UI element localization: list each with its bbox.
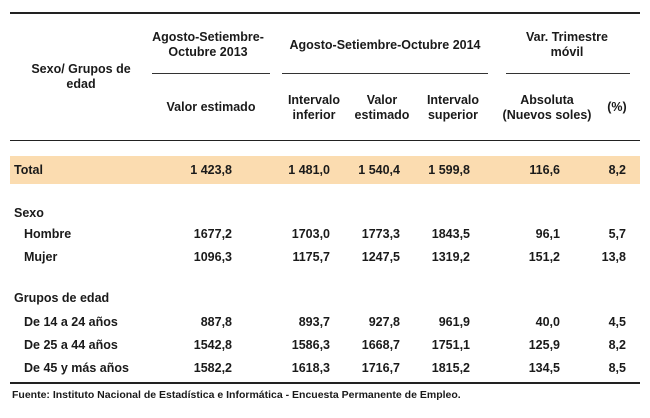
hombre-valor-2014: 1773,3 (361, 227, 400, 241)
row-label-25-44: De 25 a 44 años (24, 338, 118, 352)
hombre-absoluta: 96,1 (535, 227, 560, 241)
mujer-intervalo-inferior: 1175,7 (292, 250, 330, 264)
edad-25-44-pct: 8,2 (608, 338, 626, 352)
edad-45-mas-valor-2013: 1582,2 (193, 361, 232, 375)
col-header-valor-2014: Valor estimado (354, 93, 410, 122)
edad-25-44-absoluta: 125,9 (528, 338, 560, 352)
group-header-2013: Agosto-Setiembre-Octubre 2013 (152, 30, 264, 59)
edad-14-24-pct: 4,5 (608, 315, 626, 329)
edad-25-44-valor-2013: 1542,8 (193, 338, 232, 352)
total-absoluta: 116,6 (529, 163, 560, 177)
edad-25-44-intervalo-superior: 1751,1 (431, 338, 470, 352)
edad-14-24-valor-2013: 887,8 (200, 315, 232, 329)
col-header-intervalo-inferior: Intervalo inferior (287, 93, 341, 122)
edad-45-mas-pct: 8,5 (608, 361, 626, 375)
group-header-var: Var. Trimestre móvil (525, 30, 608, 59)
col-header-absoluta: Absoluta (Nuevos soles) (502, 93, 592, 122)
hombre-intervalo-inferior: 1703,0 (291, 227, 330, 241)
table-bottom-border (10, 382, 640, 384)
source-footnote: Fuente: Instituto Nacional de Estadístic… (12, 389, 461, 401)
section-title-grupos-edad: Grupos de edad (14, 291, 110, 305)
row-label-14-24: De 14 a 24 años (24, 315, 118, 329)
row-label-45-mas: De 45 y más años (24, 361, 129, 375)
total-valor-2014: 1 540,4 (358, 163, 400, 177)
total-intervalo-inferior: 1 481,0 (288, 163, 330, 177)
hombre-pct: 5,7 (608, 227, 626, 241)
row-label-hombre: Hombre (24, 227, 72, 241)
total-pct: 8,2 (608, 163, 626, 177)
mujer-absoluta: 151,2 (528, 250, 560, 264)
group-header-2014: Agosto-Setiembre-Octubre 2014 (289, 38, 481, 52)
row-label-header: Sexo/ Grupos de edad (31, 62, 131, 91)
mujer-intervalo-superior: 1319,2 (431, 250, 470, 264)
edad-14-24-absoluta: 40,0 (535, 315, 560, 329)
edad-14-24-intervalo-superior: 961,9 (438, 315, 470, 329)
section-title-sexo: Sexo (14, 206, 44, 220)
edad-25-44-intervalo-inferior: 1586,3 (291, 338, 330, 352)
total-intervalo-superior: 1 599,8 (428, 163, 470, 177)
group-underline-2014 (282, 73, 488, 74)
edad-25-44-valor-2014: 1668,7 (361, 338, 400, 352)
hombre-valor-2013: 1677,2 (193, 227, 232, 241)
total-label: Total (14, 163, 43, 177)
edad-45-mas-valor-2014: 1716,7 (361, 361, 400, 375)
mujer-pct: 13,8 (601, 250, 626, 264)
edad-45-mas-absoluta: 134,5 (528, 361, 560, 375)
group-underline-2013 (152, 73, 270, 74)
col-header-valor-2013: Valor estimado (166, 100, 256, 114)
hombre-intervalo-superior: 1843,5 (431, 227, 470, 241)
edad-45-mas-intervalo-superior: 1815,2 (431, 361, 470, 375)
col-header-pct: (%) (607, 100, 627, 114)
group-underline-var (506, 73, 630, 74)
table-top-border (10, 12, 640, 14)
row-label-mujer: Mujer (24, 250, 58, 264)
col-header-intervalo-superior: Intervalo superior (426, 93, 480, 122)
mujer-valor-2013: 1096,3 (193, 250, 232, 264)
header-bottom-border (10, 140, 640, 141)
mujer-valor-2014: 1247,5 (361, 250, 400, 264)
edad-45-mas-intervalo-inferior: 1618,3 (291, 361, 330, 375)
edad-14-24-intervalo-inferior: 893,7 (298, 315, 330, 329)
total-row-band (10, 156, 640, 184)
total-valor-2013: 1 423,8 (190, 163, 232, 177)
edad-14-24-valor-2014: 927,8 (368, 315, 400, 329)
